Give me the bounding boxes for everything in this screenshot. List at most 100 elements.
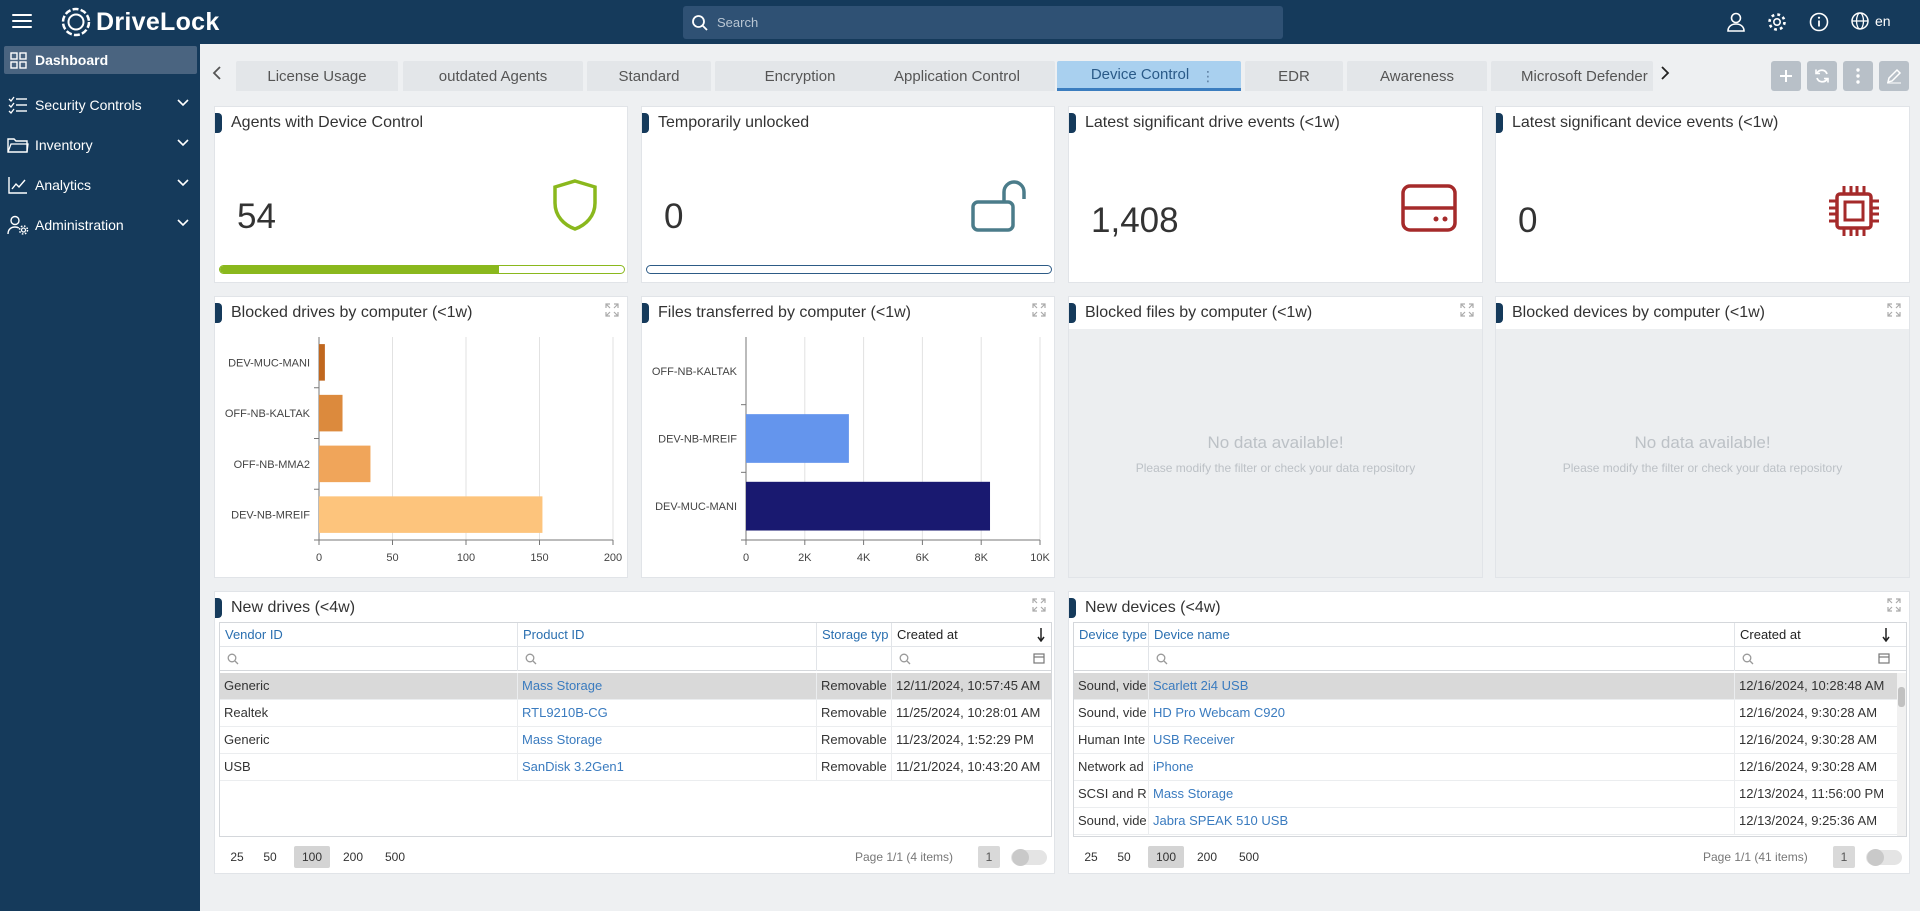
pager-toggle[interactable] [1011, 849, 1047, 866]
filter-cell[interactable] [892, 647, 1051, 671]
chevron-left-icon[interactable] [212, 66, 222, 80]
filter-cell[interactable] [1149, 647, 1735, 671]
user-icon[interactable] [1725, 11, 1747, 33]
sort-desc-icon[interactable] [1882, 628, 1890, 642]
filter-cell[interactable] [1735, 647, 1898, 671]
table-row[interactable]: Network ad iPhone 12/16/2024, 9:30:28 AM [1074, 754, 1898, 781]
page-size-option[interactable]: 25 [230, 850, 244, 864]
tab-label: Awareness [1380, 67, 1454, 85]
table-cell[interactable]: SanDisk 3.2Gen1 [518, 754, 817, 781]
table-cell[interactable]: RTL9210B-CG [518, 700, 817, 727]
column-header-device-type[interactable]: Device type [1074, 623, 1149, 647]
user-gear-icon [7, 214, 29, 236]
column-header-created-at[interactable]: Created at [1735, 623, 1898, 647]
filter-input[interactable] [242, 650, 509, 668]
info-icon[interactable] [1808, 11, 1830, 33]
menu-icon[interactable] [12, 10, 32, 34]
search-box[interactable] [683, 6, 1283, 39]
page-size-option[interactable]: 200 [342, 850, 364, 864]
sidebar-item-inventory[interactable]: Inventory [4, 131, 197, 159]
filter-cell[interactable] [1074, 647, 1149, 671]
filter-input[interactable] [1096, 650, 1140, 668]
tab-awareness[interactable]: Awareness [1347, 61, 1487, 91]
gear-icon[interactable] [1766, 11, 1788, 33]
table-row[interactable]: Sound, vide Scarlett 2i4 USB 12/16/2024, 1… [1074, 673, 1898, 700]
column-header-created-at[interactable]: Created at [892, 623, 1051, 647]
widget-title-text: Temporarily unlocked [658, 114, 810, 131]
table-row[interactable]: Generic Mass Storage Removable 11/23/2024, … [220, 727, 1051, 754]
page-size-option[interactable]: 200 [1196, 850, 1218, 864]
calendar-icon[interactable] [1033, 652, 1045, 664]
no-data-message: No data available! [1207, 433, 1344, 452]
column-header-storage-type[interactable]: Storage typ [817, 623, 892, 647]
filter-cell[interactable] [518, 647, 817, 671]
tab-edr[interactable]: EDR [1245, 61, 1343, 91]
sidebar-item-analytics[interactable]: Analytics [4, 171, 197, 199]
tab-menu-icon[interactable]: ⋮ [1201, 68, 1215, 84]
table-row[interactable]: Human Inte USB Receiver 12/16/2024, 9:30:2… [1074, 727, 1898, 754]
scrollbar-thumb[interactable] [1898, 687, 1905, 707]
table-row[interactable]: Sound, vide HD Pro Webcam C920 12/16/2024,… [1074, 700, 1898, 727]
tab-outdated-agents[interactable]: outdated Agents [403, 61, 583, 91]
filter-cell[interactable] [817, 647, 892, 671]
chevron-down-icon [177, 219, 189, 227]
page-number-button[interactable]: 1 [978, 846, 1000, 868]
table-row[interactable]: Sound, vide Jabra SPEAK 510 USB 12/13/2024… [1074, 808, 1898, 835]
expand-icon[interactable] [1032, 598, 1046, 612]
table-cell[interactable]: HD Pro Webcam C920 [1149, 700, 1735, 727]
column-header-product-id[interactable]: Product ID [518, 623, 817, 647]
sidebar-item-dashboard[interactable]: Dashboard [4, 46, 197, 74]
brand-logo[interactable]: DriveLock [60, 6, 220, 38]
expand-icon[interactable] [605, 303, 619, 317]
tab-device-control[interactable]: Device Control ⋮ [1057, 61, 1241, 91]
add-widget-button[interactable] [1771, 61, 1801, 91]
filter-input[interactable] [1171, 650, 1726, 668]
column-header-vendor-id[interactable]: Vendor ID [220, 623, 518, 647]
search-input[interactable] [717, 15, 1257, 30]
page-size-option-selected[interactable]: 100 [294, 846, 330, 868]
tab-microsoft-defender[interactable]: Microsoft Defender [1491, 61, 1653, 91]
page-size-option-selected[interactable]: 100 [1148, 846, 1184, 868]
refresh-button[interactable] [1807, 61, 1837, 91]
tab-encryption[interactable]: Encryption [715, 61, 885, 91]
edit-dashboard-button[interactable] [1879, 61, 1909, 91]
page-size-option[interactable]: 500 [384, 850, 406, 864]
expand-icon[interactable] [1887, 303, 1901, 317]
table-row[interactable]: Generic Mass Storage Removable 12/11/2024, … [220, 673, 1051, 700]
table-cell[interactable]: Mass Storage [518, 727, 817, 754]
sidebar-item-security-controls[interactable]: Security Controls [4, 91, 197, 119]
table-cell[interactable]: USB Receiver [1149, 727, 1735, 754]
table-cell[interactable]: Jabra SPEAK 510 USB [1149, 808, 1735, 835]
tab-application-control[interactable]: Application Control [859, 61, 1055, 91]
language-selector[interactable]: en [1850, 11, 1891, 31]
filter-input[interactable] [839, 650, 883, 668]
table-row[interactable]: SCSI and R Mass Storage 12/13/2024, 11:56:… [1074, 781, 1898, 808]
page-size-option[interactable]: 50 [1117, 850, 1131, 864]
column-header-device-name[interactable]: Device name [1149, 623, 1735, 647]
sort-desc-icon[interactable] [1037, 628, 1045, 642]
pager-toggle[interactable] [1866, 849, 1902, 866]
expand-icon[interactable] [1887, 598, 1901, 612]
table-cell[interactable]: iPhone [1149, 754, 1735, 781]
filter-input[interactable] [540, 650, 808, 668]
table-cell[interactable]: Scarlett 2i4 USB [1149, 673, 1735, 700]
sidebar-item-administration[interactable]: Administration [4, 211, 197, 239]
page-size-option[interactable]: 500 [1238, 850, 1260, 864]
expand-icon[interactable] [1032, 303, 1046, 317]
widget-title: New drives (<4w) [215, 598, 355, 618]
page-size-option[interactable]: 25 [1084, 850, 1098, 864]
calendar-icon[interactable] [1878, 652, 1890, 664]
more-options-button[interactable] [1843, 61, 1873, 91]
table-cell[interactable]: Mass Storage [518, 673, 817, 700]
chevron-right-icon[interactable] [1660, 66, 1670, 80]
expand-icon[interactable] [1460, 303, 1474, 317]
page-number-button[interactable]: 1 [1833, 846, 1855, 868]
table-cell[interactable]: Mass Storage [1149, 781, 1735, 808]
table-row[interactable]: Realtek RTL9210B-CG Removable 11/25/2024, 1… [220, 700, 1051, 727]
page-size-option[interactable]: 50 [263, 850, 277, 864]
vertical-scrollbar[interactable] [1897, 673, 1906, 836]
table-row[interactable]: USB SanDisk 3.2Gen1 Removable 11/21/2024, 1… [220, 754, 1051, 781]
tab-license-usage[interactable]: License Usage [236, 61, 398, 91]
filter-cell[interactable] [220, 647, 518, 671]
tab-standard[interactable]: Standard [587, 61, 711, 91]
